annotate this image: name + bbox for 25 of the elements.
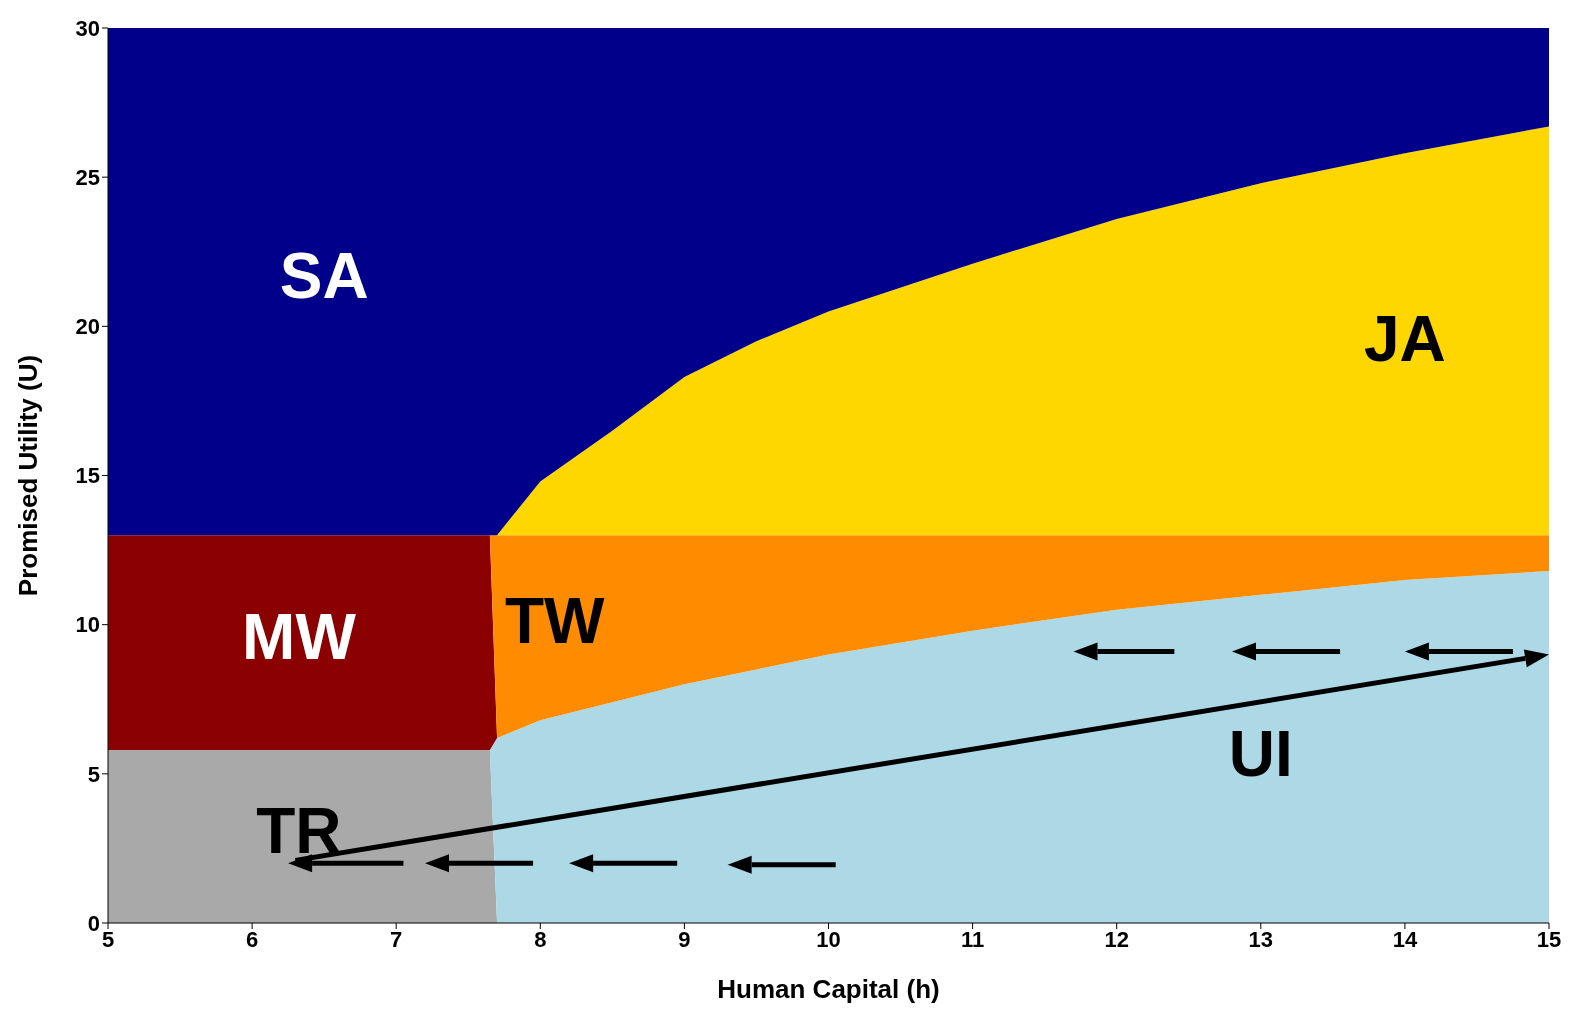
y-tick-label: 30 — [75, 15, 100, 41]
y-tick-label: 0 — [87, 910, 100, 936]
y-tick-label: 25 — [75, 164, 100, 190]
x-tick-label: 9 — [678, 926, 691, 952]
x-tick-label: 15 — [1536, 926, 1562, 952]
series-label: UI — [1228, 717, 1293, 790]
x-axis-title: Human Capital (h) — [717, 974, 940, 1004]
y-tick-label: 10 — [75, 612, 100, 638]
y-tick-label: 5 — [87, 761, 100, 787]
series-label: TW — [504, 584, 606, 657]
series-label: TR — [256, 795, 342, 868]
x-tick-label: 7 — [390, 926, 403, 952]
x-tick-label: 12 — [1104, 926, 1129, 952]
x-tick-label: 8 — [534, 926, 547, 952]
y-tick-label: 15 — [75, 463, 100, 489]
x-tick-label: 6 — [245, 926, 259, 952]
series-label: JA — [1363, 303, 1446, 376]
series-label: MW — [242, 601, 357, 674]
y-axis-title: Promised Utility (U) — [13, 354, 44, 597]
x-tick-label: 14 — [1392, 926, 1418, 952]
x-tick-label: 11 — [960, 926, 985, 952]
x-tick-label: 13 — [1248, 926, 1274, 952]
series-label: SA — [279, 240, 369, 313]
y-tick-label: 20 — [75, 314, 100, 340]
x-tick-label: 10 — [816, 926, 841, 952]
